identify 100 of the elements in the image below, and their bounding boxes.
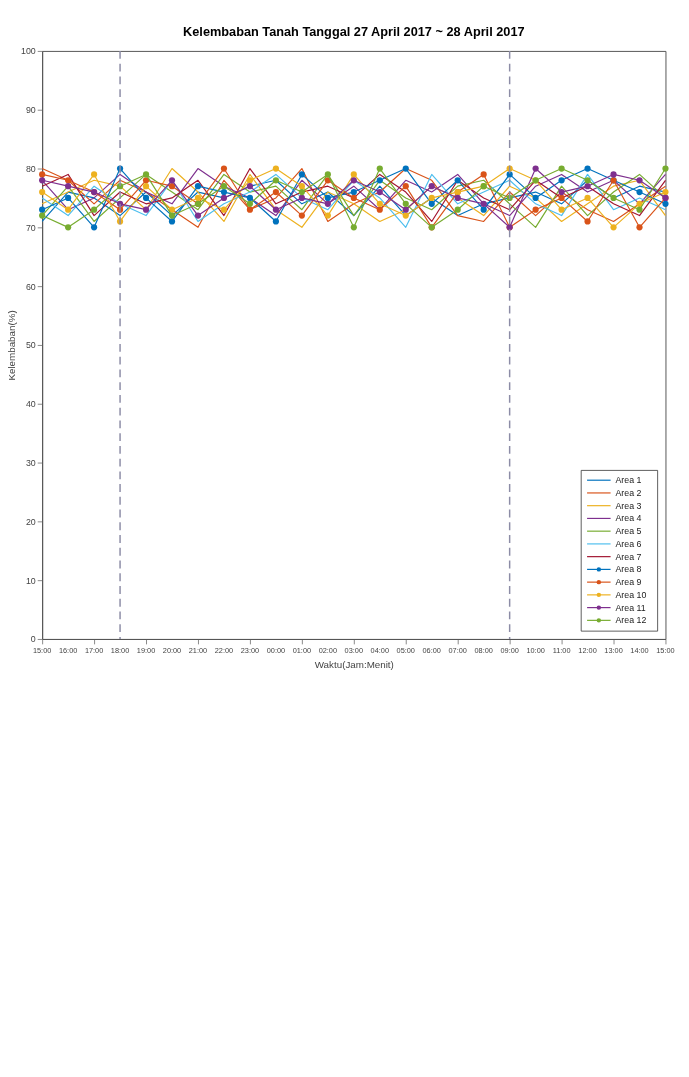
point: [480, 206, 487, 213]
point: [142, 194, 150, 202]
legend-label: Area 8: [615, 564, 642, 575]
y-tick-label: 70: [25, 222, 36, 233]
point: [636, 188, 643, 196]
point: [39, 171, 46, 178]
legend-label: Area 2: [615, 487, 642, 498]
point: [246, 200, 254, 207]
point: [532, 194, 539, 202]
point: [558, 165, 565, 172]
point: [584, 177, 591, 184]
point: [90, 224, 98, 231]
point: [532, 165, 539, 172]
legend-label: Area 4: [615, 513, 642, 524]
point: [220, 183, 228, 190]
point: [662, 200, 669, 207]
point: [584, 194, 591, 202]
y-tick-label: 80: [25, 163, 36, 174]
point: [662, 165, 669, 172]
point: [90, 171, 98, 178]
point: [584, 183, 591, 190]
point: [65, 194, 72, 202]
point: [558, 206, 565, 213]
point: [246, 183, 254, 190]
point: [350, 194, 357, 202]
point: [584, 165, 591, 172]
point: [220, 194, 228, 202]
point: [324, 212, 331, 219]
point: [298, 194, 305, 202]
legend-label: Area 9: [615, 577, 642, 588]
x-axis-title: Waktu(Jam:Menit): [314, 659, 394, 671]
point: [272, 165, 279, 172]
point: [142, 171, 150, 178]
point: [272, 218, 279, 225]
point: [168, 177, 176, 184]
point: [350, 224, 357, 231]
point: [246, 177, 254, 184]
point: [272, 177, 279, 184]
point: [402, 183, 409, 190]
legend-label: Area 3: [615, 500, 642, 511]
point: [558, 194, 565, 202]
point: [298, 171, 305, 178]
point: [65, 177, 72, 184]
point: [194, 212, 202, 219]
point: [65, 206, 72, 213]
point: [376, 177, 383, 184]
point: [194, 194, 202, 202]
point: [428, 194, 435, 202]
point: [90, 206, 98, 213]
legend-label: Area 7: [615, 551, 642, 562]
legend-label: Area 1: [615, 475, 642, 486]
point: [168, 212, 176, 219]
point: [220, 188, 228, 196]
y-tick-label: 20: [25, 516, 36, 527]
point: [194, 183, 202, 190]
point: [39, 188, 46, 196]
point: [610, 224, 617, 231]
point: [480, 171, 487, 178]
y-tick-label: 100: [21, 46, 36, 57]
y-tick-label: 60: [25, 281, 36, 292]
point: [610, 194, 617, 202]
point: [402, 200, 409, 207]
point: [324, 200, 331, 207]
point: [220, 165, 228, 172]
y-tick-label: 50: [25, 340, 36, 351]
y-axis-title: Kelembaban(%): [6, 310, 18, 381]
y-tick-label: 0: [30, 634, 36, 645]
point: [376, 206, 383, 213]
point: [298, 212, 305, 219]
point: [662, 188, 669, 196]
point: [532, 206, 539, 213]
point: [142, 183, 150, 190]
legend-label: Area 5: [615, 526, 642, 537]
point: [454, 206, 461, 213]
point: [402, 212, 409, 219]
point: [298, 183, 305, 190]
point: [272, 206, 279, 213]
legend-label: Area 6: [615, 538, 642, 549]
point: [506, 171, 513, 178]
point: [428, 200, 435, 207]
point: [376, 200, 383, 207]
point: [65, 224, 72, 231]
point: [480, 200, 487, 207]
point: [558, 177, 565, 184]
point: [558, 188, 565, 196]
point: [168, 218, 176, 225]
point: [324, 171, 331, 178]
point: [168, 183, 176, 190]
point: [636, 200, 643, 207]
point: [584, 218, 591, 225]
y-tick-label: 90: [25, 105, 36, 116]
point: [636, 224, 643, 231]
point: [636, 177, 643, 184]
y-tick-label: 10: [25, 575, 36, 586]
point: [220, 206, 228, 213]
point: [376, 188, 383, 196]
point: [350, 188, 357, 196]
point: [246, 206, 254, 213]
point: [142, 206, 150, 213]
point: [142, 177, 150, 184]
